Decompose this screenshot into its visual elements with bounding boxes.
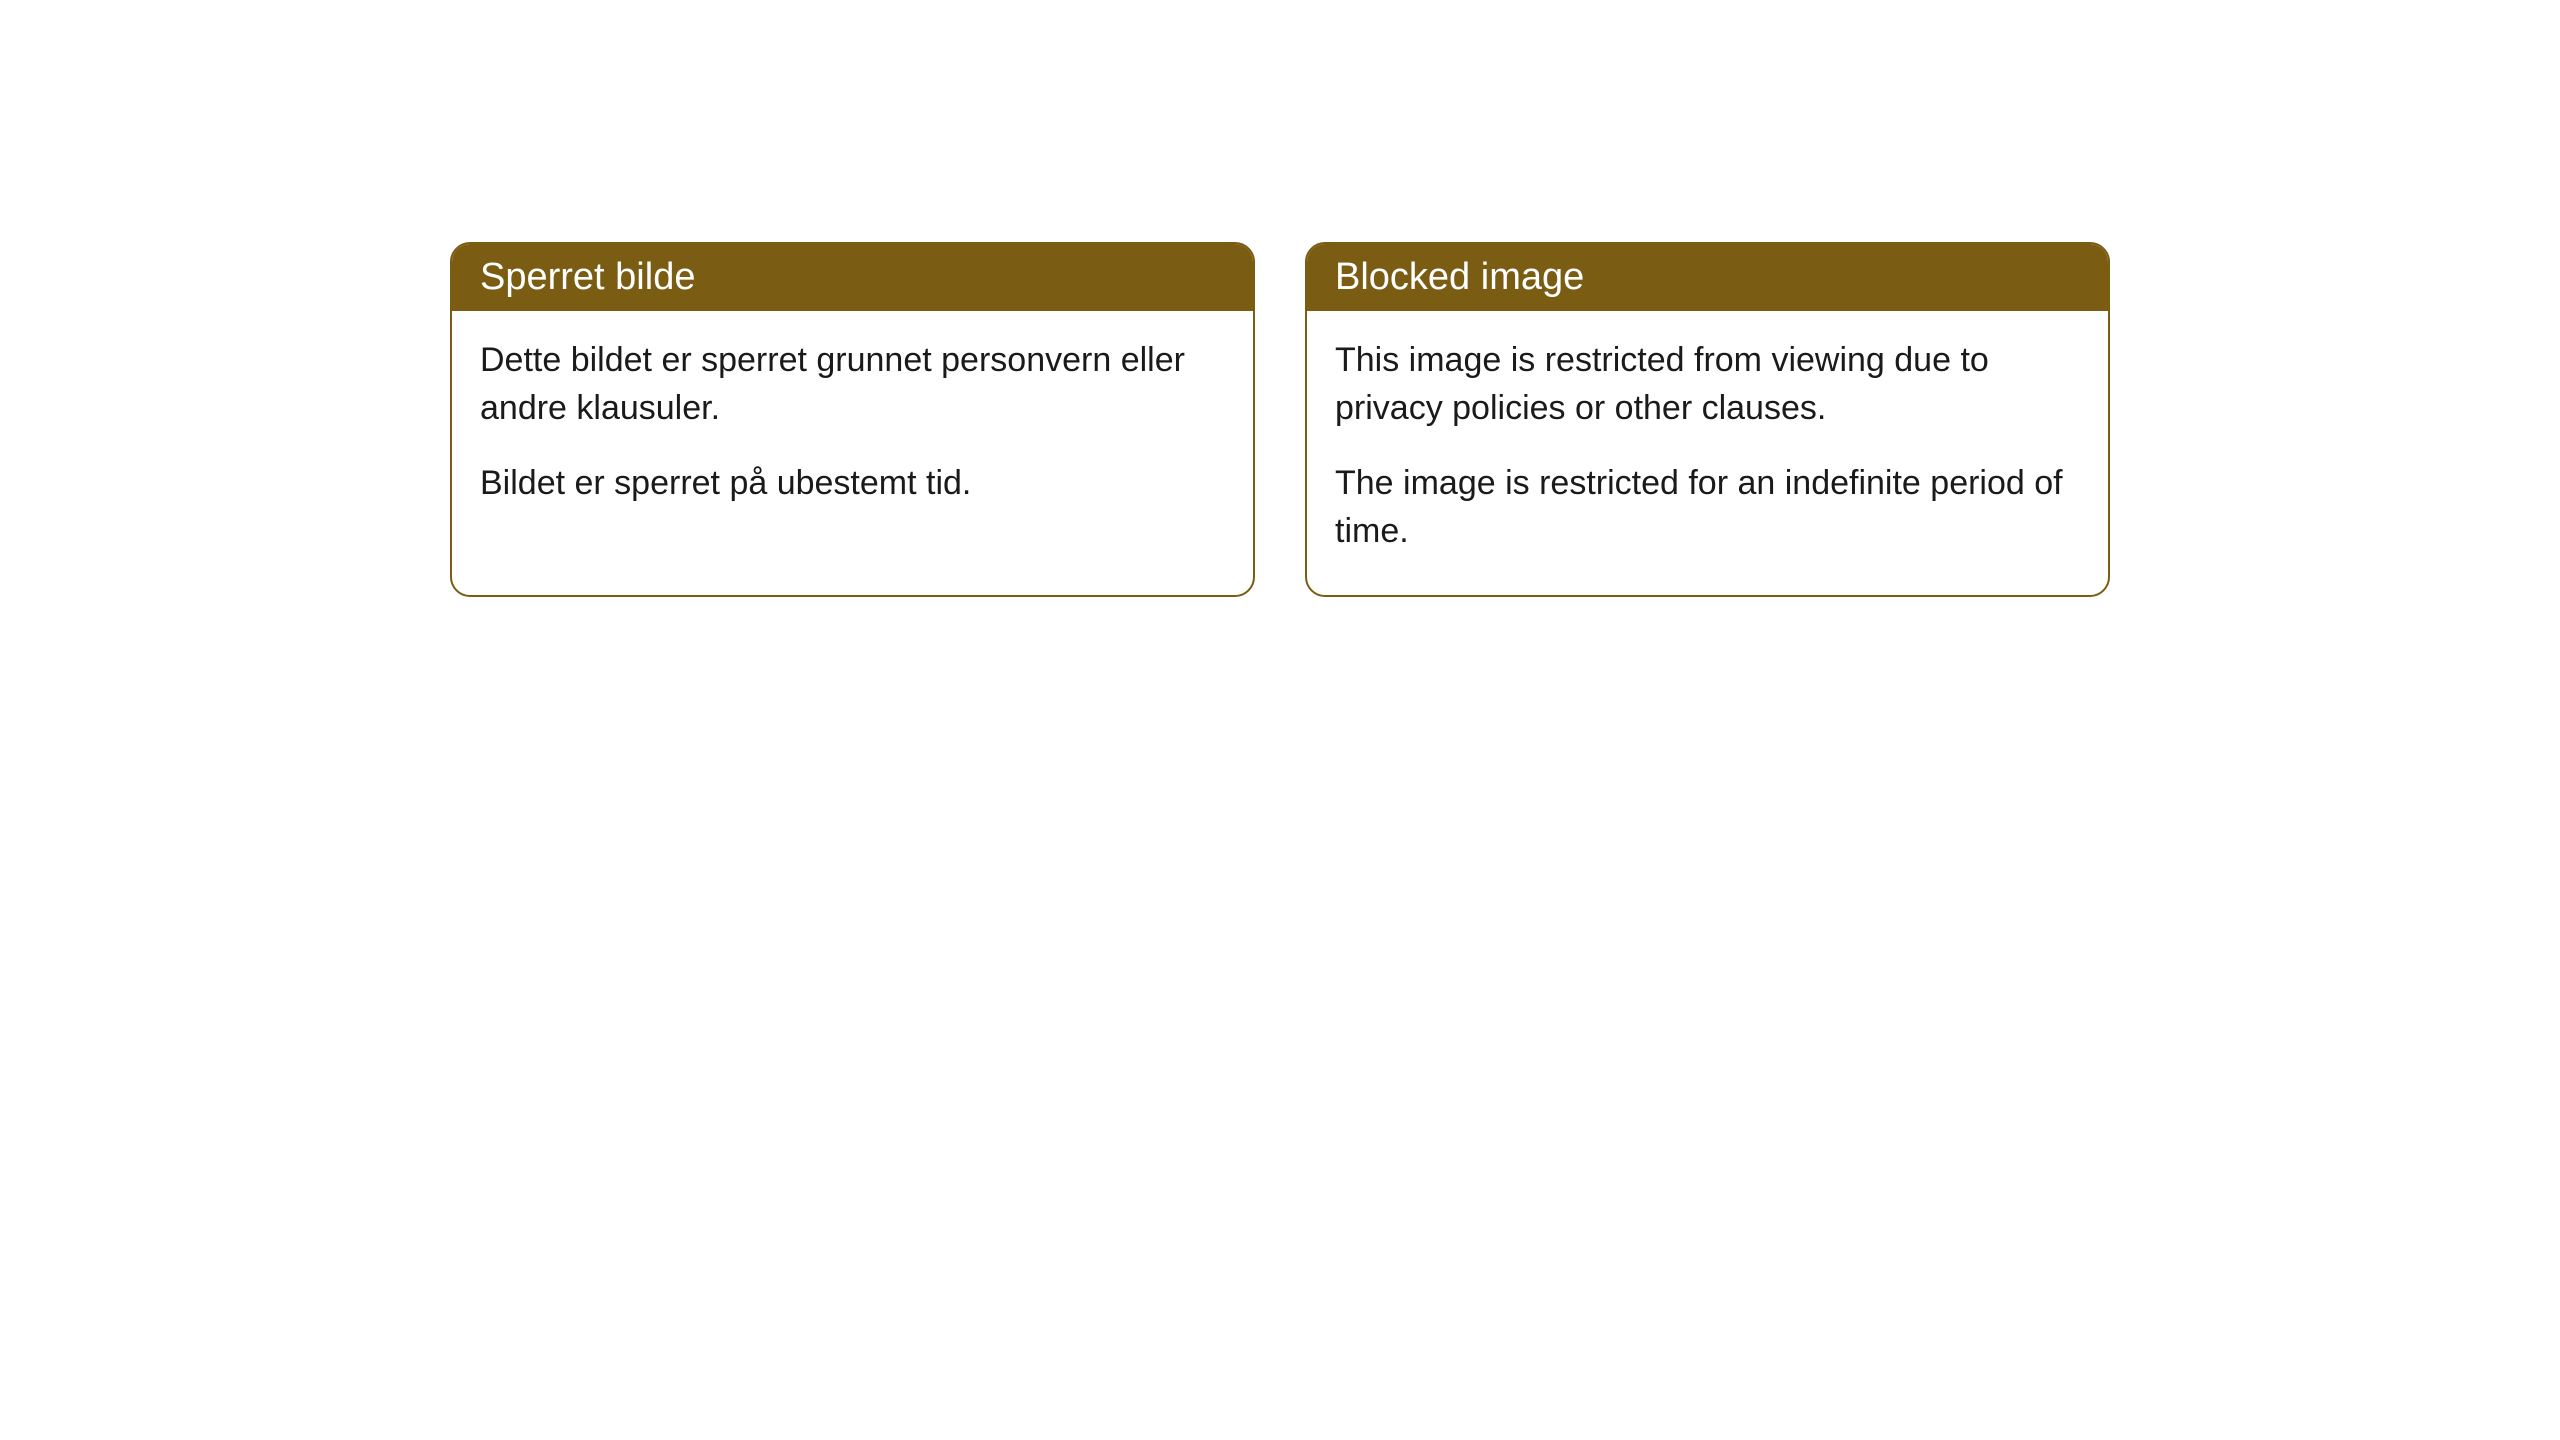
card-title-en: Blocked image bbox=[1335, 256, 1584, 298]
card-body-no: Dette bildet er sperret grunnet personve… bbox=[452, 311, 1253, 548]
card-body-en: This image is restricted from viewing du… bbox=[1307, 311, 2108, 595]
card-header-en: Blocked image bbox=[1307, 244, 2108, 311]
blocked-image-card-no: Sperret bilde Dette bildet er sperret gr… bbox=[450, 242, 1255, 597]
blocked-image-card-en: Blocked image This image is restricted f… bbox=[1305, 242, 2110, 597]
card-header-no: Sperret bilde bbox=[452, 244, 1253, 311]
card-paragraph1-en: This image is restricted from viewing du… bbox=[1335, 337, 2080, 432]
card-title-no: Sperret bilde bbox=[480, 256, 695, 298]
card-paragraph2-no: Bildet er sperret på ubestemt tid. bbox=[480, 460, 1225, 508]
cards-container: Sperret bilde Dette bildet er sperret gr… bbox=[450, 242, 2110, 597]
card-paragraph1-no: Dette bildet er sperret grunnet personve… bbox=[480, 337, 1225, 432]
card-paragraph2-en: The image is restricted for an indefinit… bbox=[1335, 460, 2080, 555]
